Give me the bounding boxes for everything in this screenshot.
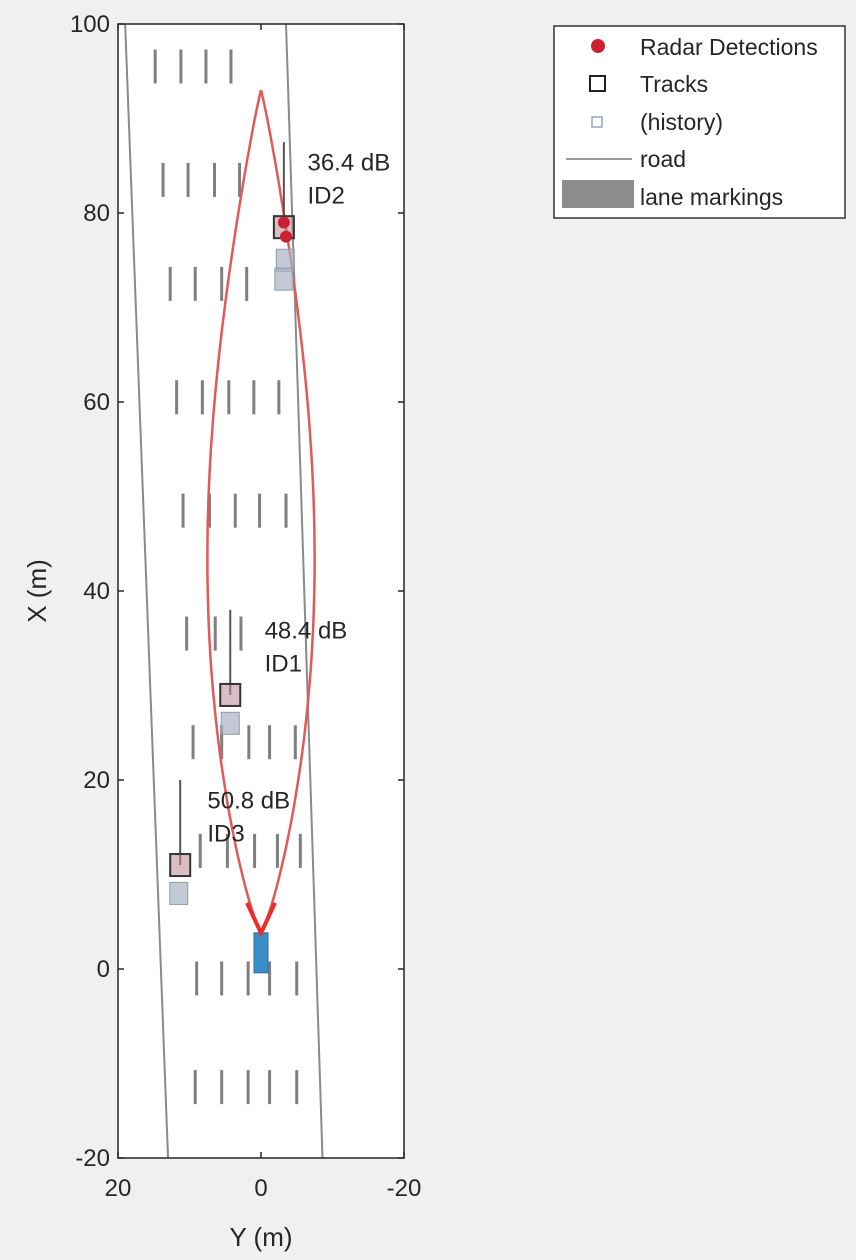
legend-entry-history: (history): [591, 109, 723, 135]
x-tick-label: 0: [254, 1175, 267, 1202]
y-tick-label: 60: [83, 389, 110, 416]
y-tick-label: 100: [70, 11, 110, 38]
road-edge-1: [124, 23, 170, 1159]
track-annotation: ID2: [307, 183, 344, 210]
legend-label-history: (history): [640, 109, 723, 135]
history-marker: [220, 711, 240, 735]
track-marker: [219, 682, 242, 707]
y-tick-label: 0: [97, 956, 110, 983]
track-annotation: 50.8 dB: [207, 787, 290, 814]
legend-marker-radar-detections: [591, 39, 605, 53]
legend-label-radar-detections: Radar Detections: [640, 34, 818, 60]
track-annotation: ID3: [207, 820, 244, 847]
y-tick-label: -20: [75, 1145, 110, 1172]
x-axis-label: Y (m): [229, 1222, 292, 1252]
radar-detection: [277, 216, 290, 229]
track-annotation: ID1: [265, 650, 302, 677]
plot-area: 36.4 dB ID2 48.4 dB ID1 50.8 dB ID3 -20 0 20 40 60…: [22, 11, 421, 1252]
y-tick-label: 40: [83, 578, 110, 605]
legend-label-lane-markings: lane markings: [640, 184, 783, 210]
track-annotation: 36.4 dB: [307, 149, 390, 176]
legend-entry-tracks: Tracks: [589, 71, 708, 97]
sensor-arrow: [245, 902, 277, 938]
legend-marker-tracks: [589, 75, 606, 92]
legend: Radar Detections Tracks (history) road l…: [553, 25, 846, 219]
y-tick-label: 20: [83, 767, 110, 794]
lane-markings: [153, 49, 302, 1105]
x-tick-label: 20: [105, 1175, 132, 1202]
legend-entry-road: road: [566, 146, 686, 172]
track-marker: [169, 853, 192, 878]
x-tick-label: -20: [387, 1175, 422, 1202]
ego-vehicle: [253, 932, 269, 974]
legend-entry-radar-detections: Radar Detections: [591, 34, 818, 60]
history-marker: [169, 881, 189, 905]
radar-detection: [280, 230, 293, 243]
history-marker: [274, 267, 294, 291]
y-tick-label: 80: [83, 200, 110, 227]
radar-coverage-boundary: [206, 89, 316, 934]
legend-label-road: road: [640, 146, 686, 172]
legend-label-tracks: Tracks: [640, 71, 708, 97]
legend-marker-lane-markings: [562, 180, 634, 208]
legend-marker-history: [591, 116, 603, 128]
track-annotation: 48.4 dB: [265, 617, 348, 644]
legend-entry-lane-markings: lane markings: [562, 180, 783, 210]
y-axis-label: X (m): [22, 559, 52, 623]
road-edge-2: [285, 23, 324, 1159]
